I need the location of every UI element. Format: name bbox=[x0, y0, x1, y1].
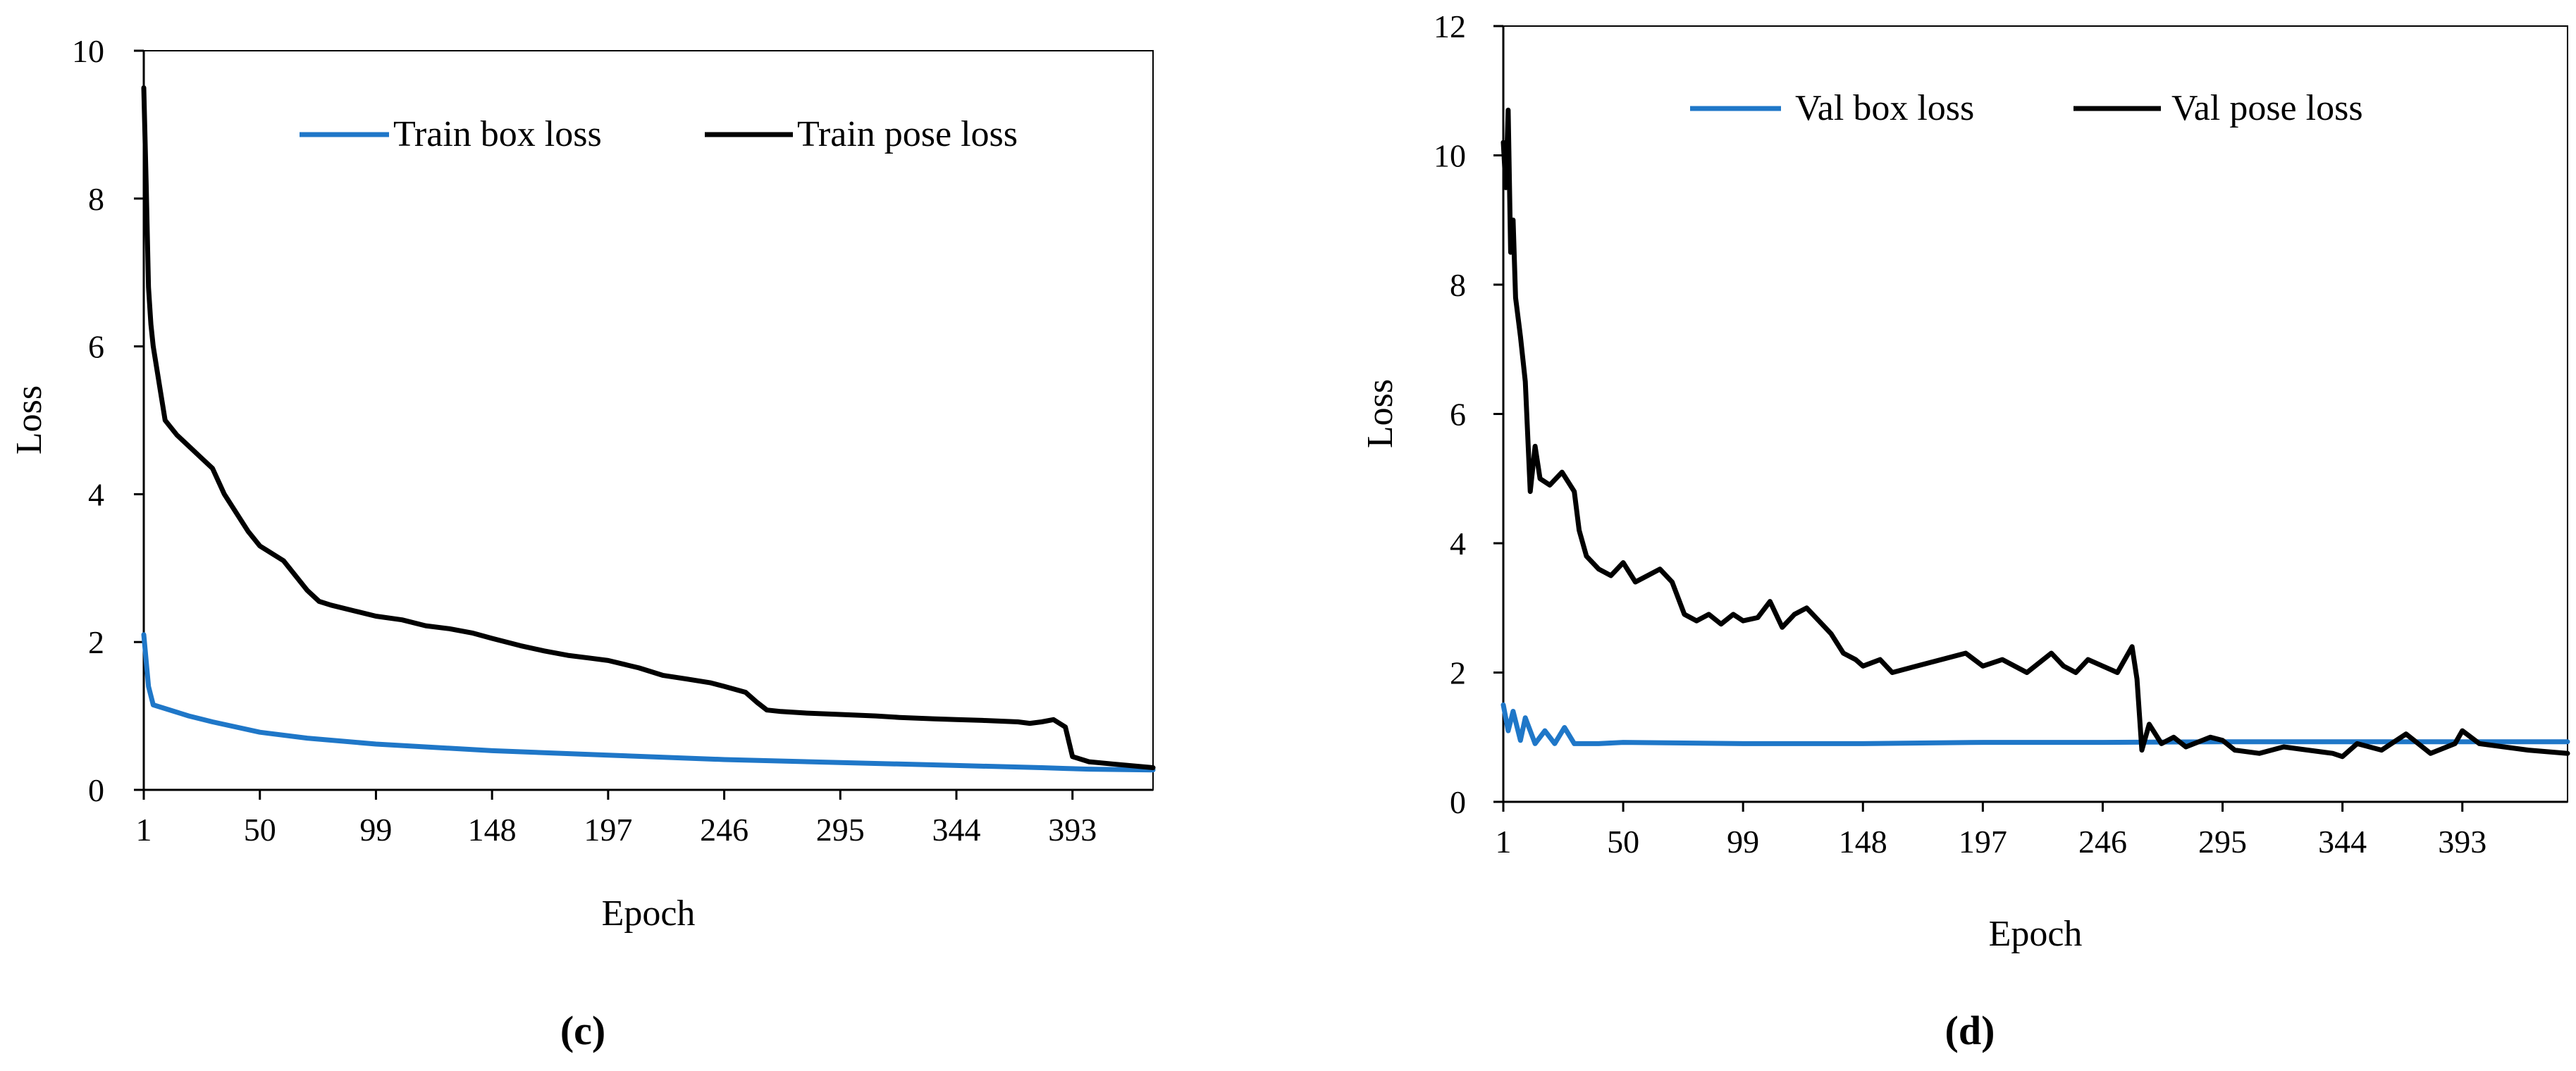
series-line-train-box-loss bbox=[141, 632, 1156, 773]
y-tick-label: 2 bbox=[1450, 655, 1466, 691]
x-tick-label: 50 bbox=[244, 812, 276, 848]
y-tick-label: 0 bbox=[88, 772, 104, 808]
y-tick-label: 8 bbox=[88, 181, 104, 217]
series-c bbox=[141, 85, 1156, 773]
x-tick-label: 344 bbox=[932, 812, 980, 848]
y-tick-label: 6 bbox=[88, 329, 104, 365]
legend-label-val-pose-loss: Val pose loss bbox=[2171, 88, 2363, 128]
x-tick-label: 295 bbox=[2198, 824, 2247, 860]
x-tick-label: 393 bbox=[2438, 824, 2486, 860]
y-tick-label: 12 bbox=[1434, 8, 1466, 44]
series-line-val-pose-loss bbox=[1500, 107, 2570, 760]
x-tick-label: 148 bbox=[468, 812, 517, 848]
y-tick-label: 4 bbox=[1450, 526, 1466, 562]
y-tick-label: 2 bbox=[88, 624, 104, 660]
y-axis-title-d: Loss bbox=[1360, 379, 1400, 448]
x-tick-label: 197 bbox=[1959, 824, 2007, 860]
x-tick-label: 393 bbox=[1048, 812, 1097, 848]
x-tick-label: 1 bbox=[136, 812, 152, 848]
x-tick-label: 344 bbox=[2318, 824, 2367, 860]
x-tick-label: 50 bbox=[1607, 824, 1639, 860]
y-tick-label: 10 bbox=[72, 33, 104, 69]
axes-d bbox=[1502, 26, 2568, 803]
y-tick-label: 6 bbox=[1450, 397, 1466, 433]
plot-frame-c bbox=[143, 50, 1154, 791]
x-tick-label: 1 bbox=[1496, 824, 1512, 860]
x-axis-title-d: Epoch bbox=[1989, 914, 2083, 954]
y-tick-label: 10 bbox=[1434, 138, 1466, 174]
x-axis-title-c: Epoch bbox=[602, 893, 696, 934]
panel-label-d: (d) bbox=[1945, 1008, 1995, 1053]
x-tick-label: 295 bbox=[816, 812, 865, 848]
x-tick-label: 197 bbox=[584, 812, 632, 848]
legend-label-train-box-loss: Train box loss bbox=[393, 114, 602, 154]
y-tick-label: 0 bbox=[1450, 784, 1466, 820]
axes-c bbox=[142, 51, 1153, 791]
legend-label-val-box-loss: Val box loss bbox=[1795, 88, 1974, 128]
x-tick-label: 99 bbox=[1727, 824, 1759, 860]
y-tick-label: 4 bbox=[88, 476, 104, 512]
panel-label-c: (c) bbox=[560, 1008, 605, 1053]
x-tick-label: 148 bbox=[1839, 824, 1887, 860]
x-tick-label: 246 bbox=[700, 812, 748, 848]
x-tick-label: 246 bbox=[2078, 824, 2127, 860]
plot-frame-d bbox=[1503, 25, 2568, 803]
series-line-train-pose-loss bbox=[141, 85, 1156, 770]
legend-label-train-pose-loss: Train pose loss bbox=[797, 114, 1018, 154]
y-tick-label: 8 bbox=[1450, 267, 1466, 303]
y-axis-title-c: Loss bbox=[9, 385, 49, 454]
x-tick-label: 99 bbox=[359, 812, 392, 848]
legend-c: Train box loss Train pose loss bbox=[300, 114, 1018, 154]
series-d bbox=[1500, 107, 2570, 760]
legend-d: Val box loss Val pose loss bbox=[1690, 88, 2363, 128]
